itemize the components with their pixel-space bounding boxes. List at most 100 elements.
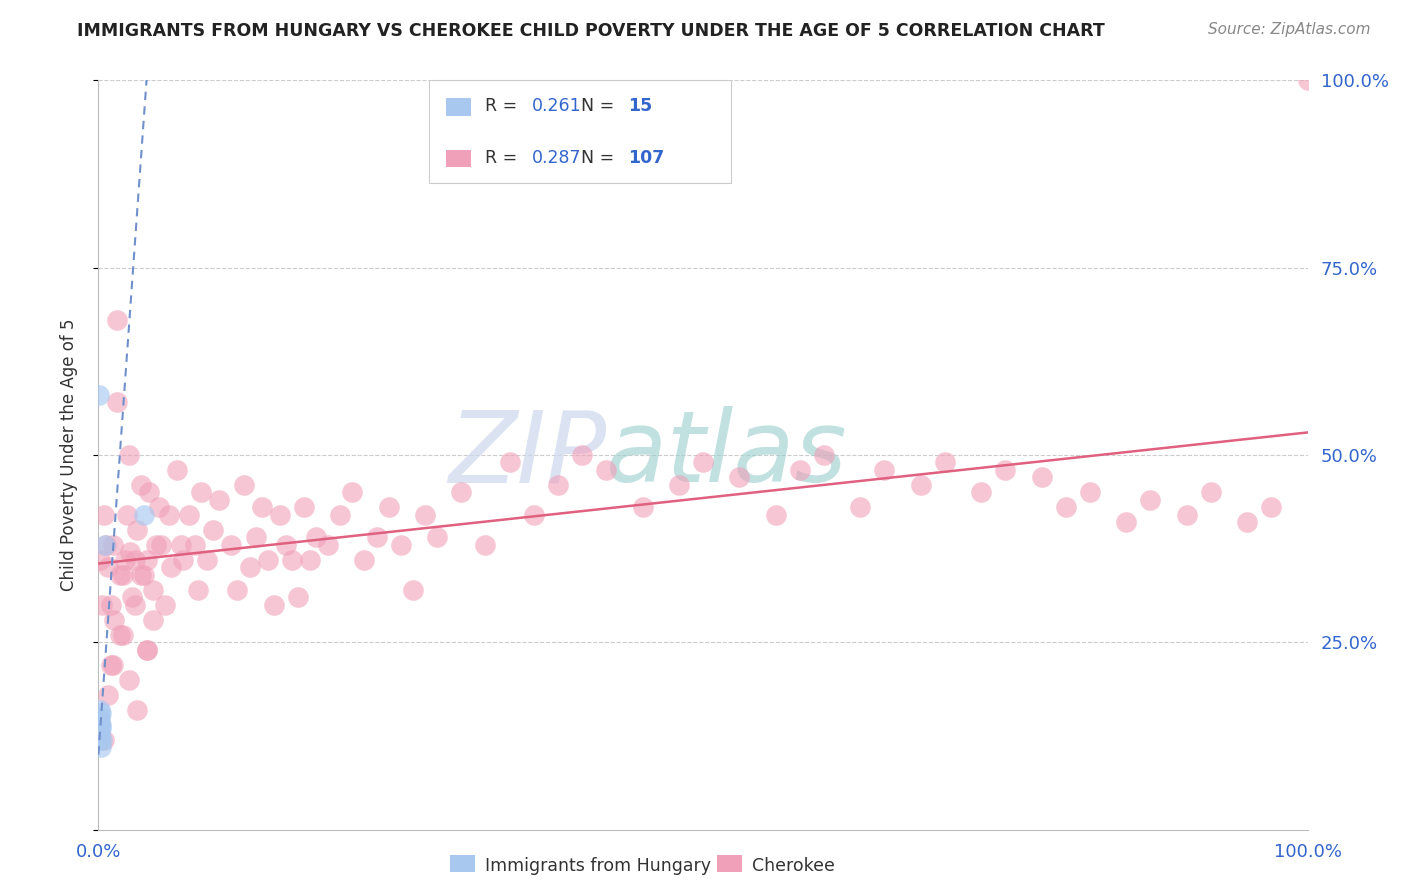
Point — [1078, 485, 1101, 500]
Point — [329, 508, 352, 522]
Point — [728, 470, 751, 484]
Point — [1139, 492, 1161, 507]
Point — [93, 732, 115, 747]
Text: N =: N = — [581, 97, 614, 115]
Point — [1199, 485, 1222, 500]
Point — [366, 530, 388, 544]
Point — [101, 657, 124, 672]
Point — [292, 500, 315, 515]
Point — [103, 613, 125, 627]
Text: IMMIGRANTS FROM HUNGARY VS CHEROKEE CHILD POVERTY UNDER THE AGE OF 5 CORRELATION: IMMIGRANTS FROM HUNGARY VS CHEROKEE CHIL… — [77, 22, 1105, 40]
Text: 107: 107 — [628, 149, 665, 167]
Point — [100, 657, 122, 672]
Point — [117, 508, 139, 522]
Point — [166, 463, 188, 477]
Point — [94, 538, 117, 552]
Point — [118, 545, 141, 559]
Point — [93, 508, 115, 522]
Point — [108, 567, 131, 582]
Point — [145, 538, 167, 552]
Point — [108, 628, 131, 642]
Point — [934, 455, 956, 469]
Point — [287, 591, 309, 605]
Point — [179, 508, 201, 522]
Text: N =: N = — [581, 149, 614, 167]
Point — [202, 523, 225, 537]
Point — [90, 706, 112, 721]
Point — [232, 478, 254, 492]
Point — [631, 500, 654, 515]
Point — [849, 500, 872, 515]
Point — [342, 485, 364, 500]
Text: 0.287: 0.287 — [531, 149, 581, 167]
Point — [523, 508, 546, 522]
Point — [129, 478, 152, 492]
Point — [1054, 500, 1077, 515]
Point — [1260, 500, 1282, 515]
Point — [263, 598, 285, 612]
Point — [135, 553, 157, 567]
Point — [90, 717, 112, 731]
Point — [498, 455, 520, 469]
Text: Immigrants from Hungary: Immigrants from Hungary — [485, 857, 711, 875]
Point — [910, 478, 932, 492]
Point — [89, 732, 111, 747]
Point — [1236, 516, 1258, 530]
Text: R =: R = — [485, 97, 517, 115]
Point — [256, 553, 278, 567]
Point — [239, 560, 262, 574]
Point — [595, 463, 617, 477]
Point — [138, 485, 160, 500]
Point — [474, 538, 496, 552]
Point — [402, 582, 425, 597]
Point — [90, 732, 112, 747]
Point — [142, 582, 165, 597]
Point — [101, 538, 124, 552]
Point — [1115, 516, 1137, 530]
Point — [111, 628, 134, 642]
Point — [389, 538, 412, 552]
Point — [142, 613, 165, 627]
Point — [97, 560, 120, 574]
Point — [97, 688, 120, 702]
Text: 0.261: 0.261 — [531, 97, 581, 115]
Point — [148, 500, 170, 515]
Point — [89, 388, 111, 402]
Point — [89, 729, 111, 743]
Point — [190, 485, 212, 500]
Point — [105, 395, 128, 409]
Point — [377, 500, 399, 515]
Point — [89, 703, 111, 717]
Point — [169, 538, 191, 552]
Point — [226, 582, 249, 597]
Point — [316, 538, 339, 552]
Point — [111, 567, 134, 582]
Point — [135, 642, 157, 657]
Point — [184, 538, 207, 552]
Point — [127, 703, 149, 717]
Point — [89, 717, 111, 731]
Text: Cherokee: Cherokee — [752, 857, 835, 875]
Point — [89, 714, 111, 728]
Point — [789, 463, 811, 477]
Point — [160, 560, 183, 574]
Point — [157, 508, 180, 522]
Point — [100, 598, 122, 612]
Text: atlas: atlas — [606, 407, 848, 503]
Point — [250, 500, 273, 515]
Point — [129, 567, 152, 582]
Point — [571, 448, 593, 462]
Point — [994, 463, 1017, 477]
Point — [281, 553, 304, 567]
Point — [153, 598, 176, 612]
Point — [114, 553, 136, 567]
Point — [426, 530, 449, 544]
Point — [118, 448, 141, 462]
Point — [208, 492, 231, 507]
Point — [124, 598, 146, 612]
Point — [692, 455, 714, 469]
Text: Source: ZipAtlas.com: Source: ZipAtlas.com — [1208, 22, 1371, 37]
Point — [269, 508, 291, 522]
Point — [127, 523, 149, 537]
Point — [413, 508, 436, 522]
